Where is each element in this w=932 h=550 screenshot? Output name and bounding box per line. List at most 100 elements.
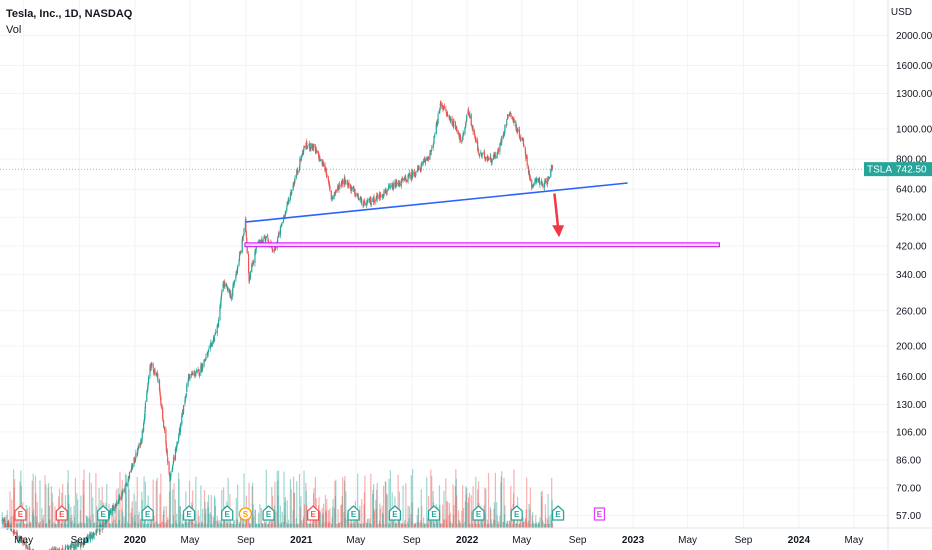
candle-body — [310, 142, 312, 150]
candle-body — [510, 115, 512, 117]
earnings-marker[interactable]: E — [306, 505, 320, 521]
candle-body — [235, 270, 237, 276]
event-label: E — [186, 510, 192, 519]
candle-body — [87, 536, 89, 542]
volume-bar — [522, 522, 524, 528]
split-icon — [238, 507, 253, 521]
volume-bar — [204, 513, 207, 528]
candle-body — [235, 275, 237, 280]
candle-body — [501, 136, 503, 144]
candle-body — [539, 183, 541, 185]
volume-bar — [334, 481, 336, 528]
volume-bar — [287, 523, 289, 528]
earnings-marker[interactable]: E — [55, 505, 68, 521]
candle-body — [171, 468, 173, 473]
volume-bar — [431, 475, 433, 528]
volume-bar — [134, 514, 136, 528]
volume-bar — [522, 521, 525, 528]
earnings-marker[interactable]: E — [347, 505, 360, 521]
candle-body — [480, 153, 482, 156]
earnings-marker[interactable]: E — [141, 505, 154, 521]
candle-body — [493, 155, 496, 159]
earnings-marker[interactable]: E — [472, 505, 485, 521]
volume-bar — [513, 469, 515, 528]
volume-bar — [259, 504, 261, 528]
earnings-marker[interactable]: E — [262, 505, 275, 521]
split-marker[interactable]: S — [238, 507, 253, 521]
candle-body — [128, 471, 131, 479]
volume-bar — [489, 506, 491, 528]
earnings-marker[interactable]: E — [221, 505, 234, 521]
volume-bar — [155, 480, 157, 528]
volume-bar — [205, 508, 207, 528]
candle-body — [502, 133, 505, 138]
volume-bar — [13, 469, 15, 528]
event-label: E — [18, 510, 24, 519]
earnings-marker[interactable]: E — [182, 505, 196, 521]
candle-body — [158, 380, 161, 391]
candle-body — [439, 103, 441, 108]
volume-bar — [251, 517, 253, 528]
volume-bar — [513, 516, 516, 528]
volume-bar — [201, 522, 203, 528]
volume-bar — [111, 523, 113, 528]
drawings[interactable] — [0, 168, 888, 248]
volume-bar — [212, 517, 215, 528]
volume-bar — [35, 493, 37, 528]
earnings-marker[interactable]: E — [510, 505, 523, 521]
candle-body — [67, 546, 69, 550]
volume-bar — [401, 523, 403, 528]
volume-bar — [130, 512, 132, 528]
candle-body — [207, 351, 209, 355]
candle-body — [348, 182, 350, 186]
candle-body — [293, 181, 295, 187]
volume-bar — [138, 511, 140, 528]
candle-body — [281, 223, 283, 227]
candle-body — [111, 507, 113, 513]
earnings-marker[interactable]: E — [551, 505, 565, 521]
candle-body — [115, 505, 117, 507]
candle-body — [147, 382, 149, 387]
y-tick-label: 1300.00 — [896, 89, 932, 100]
volume-bar — [545, 523, 547, 528]
candle-body — [462, 133, 464, 137]
candle-body — [490, 157, 492, 162]
candle-body — [351, 186, 353, 189]
earnings-marker[interactable]: E — [388, 505, 402, 521]
volume-bar — [451, 523, 453, 528]
volume-bar — [278, 523, 280, 528]
y-tick-label: 70.00 — [896, 483, 921, 494]
candle-body — [526, 156, 528, 166]
volume-bar — [149, 513, 151, 528]
volume-bar — [456, 495, 458, 528]
candle-body — [184, 395, 187, 402]
earnings-marker[interactable]: E — [14, 505, 27, 521]
volume-bar — [154, 521, 156, 528]
volume-bar — [372, 493, 374, 528]
earnings-marker[interactable]: E — [427, 505, 441, 521]
volume-bar — [386, 494, 388, 528]
candle-body — [445, 108, 447, 112]
earnings-marker[interactable]: E — [97, 505, 110, 521]
candle-body — [85, 539, 87, 542]
candle-body — [228, 288, 231, 294]
volume-bar — [44, 475, 46, 528]
volume-bar — [542, 519, 544, 528]
volume-bar — [454, 486, 456, 528]
volume-bar — [465, 486, 467, 528]
candle-body — [420, 164, 422, 171]
earnings-marker[interactable]: E — [593, 507, 606, 521]
volume-bar — [526, 522, 528, 528]
volume-bar — [76, 523, 78, 528]
volume-bar — [534, 523, 536, 528]
volume-bar — [263, 518, 266, 528]
candle-body — [335, 190, 337, 193]
candle-body — [124, 487, 126, 492]
volume-bar — [299, 507, 301, 528]
candle-body — [332, 195, 334, 199]
volume-bar — [163, 523, 166, 528]
candle-body — [247, 254, 250, 273]
